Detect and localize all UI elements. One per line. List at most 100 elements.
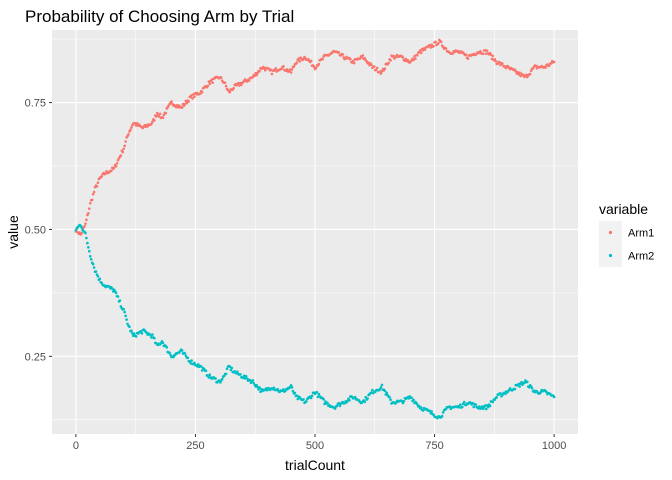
data-point-arm1 (378, 70, 382, 73)
data-point-arm2 (86, 241, 89, 245)
data-point-arm2 (134, 335, 138, 338)
data-point-arm1 (298, 60, 302, 63)
data-point-arm2 (125, 318, 128, 321)
data-point-arm1 (100, 175, 104, 178)
data-point-arm1 (288, 68, 292, 71)
data-point-arm2 (74, 228, 78, 232)
data-point-arm2 (204, 369, 208, 373)
data-point-arm2 (416, 403, 419, 406)
data-point-arm2 (472, 405, 476, 409)
data-point-arm2 (322, 398, 325, 401)
data-point-arm2 (128, 325, 131, 329)
data-point-arm2 (491, 400, 495, 404)
data-point-arm2 (305, 399, 308, 403)
data-point-arm1 (223, 81, 227, 85)
data-point-arm1 (479, 49, 482, 53)
data-point-arm2 (410, 396, 413, 400)
data-point-arm2 (88, 249, 91, 253)
data-point-arm2 (208, 373, 212, 376)
data-point-arm2 (366, 397, 369, 400)
data-point-arm1 (134, 124, 138, 127)
data-point-arm2 (402, 399, 406, 403)
data-point-arm1 (418, 49, 422, 52)
data-point-arm2 (140, 332, 144, 335)
plot-area (52, 30, 578, 434)
data-point-arm1 (206, 84, 210, 88)
data-point-arm1 (151, 120, 154, 123)
legend-items: Arm1 Arm2 (599, 221, 654, 267)
data-point-arm2 (193, 361, 196, 365)
data-point-arm2 (180, 349, 184, 352)
data-point-arm2 (486, 405, 490, 409)
data-point-arm1 (485, 49, 489, 53)
data-point-arm2 (190, 359, 193, 362)
data-point-arm2 (153, 336, 156, 340)
data-point-arm2 (184, 354, 188, 358)
data-point-arm1 (423, 48, 427, 51)
data-point-arm1 (361, 54, 365, 57)
data-point-arm2 (545, 390, 548, 394)
data-point-arm2 (317, 392, 321, 396)
data-point-arm2 (169, 353, 172, 357)
data-point-arm1 (123, 144, 126, 148)
data-point-arm1 (87, 211, 90, 215)
data-point-arm1 (80, 231, 83, 235)
data-point-arm1 (240, 83, 243, 87)
data-point-arm2 (364, 395, 367, 399)
data-point-arm2 (459, 403, 462, 406)
data-point-arm1 (531, 67, 535, 70)
data-point-arm2 (460, 405, 464, 409)
data-point-arm2 (421, 409, 425, 412)
data-point-arm1 (375, 66, 379, 70)
data-point-arm2 (272, 386, 276, 390)
data-point-arm2 (94, 270, 98, 273)
data-point-arm1 (104, 172, 107, 176)
data-point-arm1 (200, 90, 204, 94)
data-point-arm1 (419, 51, 423, 55)
data-point-arm1 (317, 62, 321, 66)
data-point-arm1 (228, 90, 232, 94)
x-axis: 0 250 500 750 1000 (73, 434, 566, 452)
data-point-arm2 (529, 385, 533, 388)
data-point-arm2 (150, 336, 153, 339)
data-point-arm2 (482, 407, 485, 411)
data-point-arm1 (321, 57, 324, 61)
data-point-arm2 (80, 226, 83, 229)
major-gridlines (52, 30, 578, 434)
data-point-arm2 (151, 333, 154, 336)
data-point-arm2 (168, 351, 171, 355)
data-point-arm2 (96, 275, 100, 278)
data-point-arm2 (161, 341, 165, 345)
legend-item-arm2: Arm2 (599, 244, 654, 267)
data-point-arm1 (379, 72, 383, 75)
x-tick-label: 0 (73, 440, 79, 452)
data-point-arm2 (388, 395, 391, 399)
legend-key-point (608, 230, 613, 235)
data-point-arm1 (444, 47, 448, 50)
data-point-arm1 (504, 66, 508, 70)
data-point-arm1 (309, 59, 313, 63)
data-point-arm1 (522, 73, 525, 77)
data-point-arm2 (488, 404, 492, 408)
data-point-arm1 (88, 201, 92, 205)
data-point-arm2 (239, 373, 242, 376)
data-point-arm1 (256, 71, 259, 75)
data-point-arm1 (549, 61, 553, 65)
y-tick-label: 0.50 (25, 224, 46, 236)
data-point-arm1 (432, 44, 435, 48)
data-point-arm1 (133, 122, 137, 125)
data-point-arm2 (88, 255, 92, 258)
data-point-arm1 (351, 59, 355, 63)
data-point-arm2 (478, 405, 481, 408)
data-point-arm2 (324, 400, 327, 403)
data-point-arm2 (296, 397, 300, 401)
data-point-arm1 (175, 105, 178, 109)
legend-label: Arm1 (628, 228, 654, 240)
data-point-arm1 (437, 41, 440, 45)
data-point-arm1 (490, 57, 494, 61)
data-point-arm1 (389, 59, 392, 62)
data-point-arm2 (236, 370, 239, 373)
data-point-arm2 (484, 407, 488, 411)
data-point-arm1 (158, 112, 162, 116)
